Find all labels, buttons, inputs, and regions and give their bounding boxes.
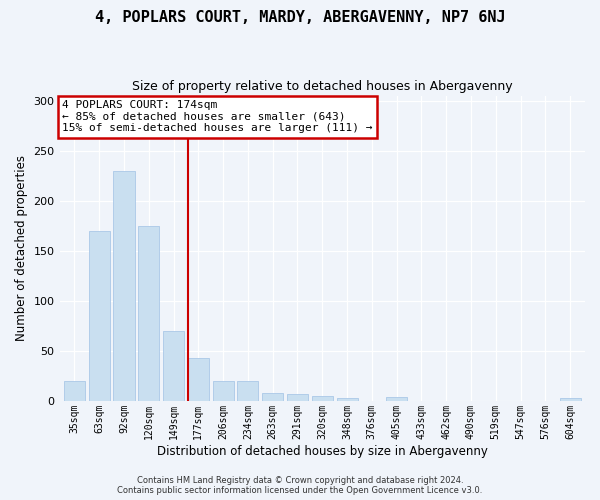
- Y-axis label: Number of detached properties: Number of detached properties: [15, 155, 28, 341]
- Bar: [312, 396, 333, 401]
- Title: Size of property relative to detached houses in Abergavenny: Size of property relative to detached ho…: [132, 80, 512, 93]
- Bar: [337, 398, 358, 401]
- Text: 4 POPLARS COURT: 174sqm
← 85% of detached houses are smaller (643)
15% of semi-d: 4 POPLARS COURT: 174sqm ← 85% of detache…: [62, 100, 373, 134]
- Bar: [560, 398, 581, 401]
- Bar: [64, 381, 85, 401]
- Bar: [287, 394, 308, 401]
- X-axis label: Distribution of detached houses by size in Abergavenny: Distribution of detached houses by size …: [157, 444, 488, 458]
- Bar: [89, 230, 110, 401]
- Bar: [386, 397, 407, 401]
- Bar: [238, 381, 259, 401]
- Bar: [138, 226, 160, 401]
- Bar: [163, 331, 184, 401]
- Bar: [262, 393, 283, 401]
- Text: 4, POPLARS COURT, MARDY, ABERGAVENNY, NP7 6NJ: 4, POPLARS COURT, MARDY, ABERGAVENNY, NP…: [95, 10, 505, 25]
- Bar: [212, 381, 233, 401]
- Bar: [113, 170, 134, 401]
- Bar: [188, 358, 209, 401]
- Text: Contains HM Land Registry data © Crown copyright and database right 2024.
Contai: Contains HM Land Registry data © Crown c…: [118, 476, 482, 495]
